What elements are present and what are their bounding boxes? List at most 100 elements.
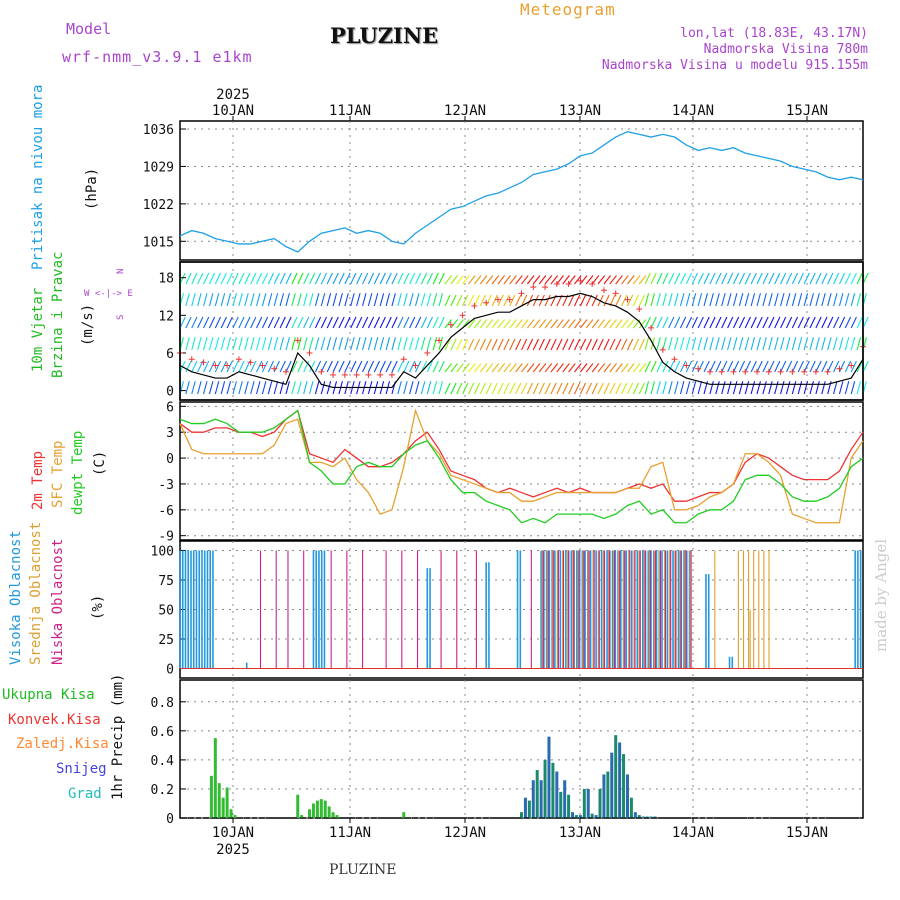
wind-barb <box>521 319 529 329</box>
wind-barb <box>785 293 791 307</box>
precip-bar <box>539 780 543 818</box>
wind-barb <box>627 363 635 373</box>
wind-barb <box>668 360 675 373</box>
y-tick-label: 0.6 <box>151 725 174 740</box>
wind-barb <box>509 275 517 285</box>
wind-barb <box>762 337 767 351</box>
legend-snow: Snijeg <box>56 761 107 777</box>
wind-barb <box>179 316 186 329</box>
wind-barb <box>697 360 704 373</box>
wind-barb <box>656 381 661 395</box>
wind-barb <box>297 337 302 351</box>
wind-barb <box>750 293 756 307</box>
sfc-temp-line <box>179 408 864 524</box>
wind-barb <box>844 272 852 285</box>
wind-barb <box>838 360 846 373</box>
wind-barb <box>468 275 476 285</box>
wind-barb <box>409 337 414 351</box>
wind-barb <box>732 360 740 373</box>
wind-barb <box>385 360 392 373</box>
wind-barb <box>526 294 534 307</box>
wind-barb <box>815 272 822 285</box>
wind-barb <box>326 293 332 307</box>
wind-barb <box>738 337 744 351</box>
wind-barb <box>297 360 304 373</box>
wind-barb <box>797 337 803 351</box>
wind-barb <box>791 293 797 307</box>
wind-barb <box>462 338 469 351</box>
wind-barb <box>491 294 498 307</box>
wind-barb <box>426 360 434 373</box>
y-tick-label: 100 <box>151 544 174 559</box>
wind-barb <box>597 275 606 285</box>
wind-barb <box>220 381 226 395</box>
wind-barb <box>656 293 661 307</box>
wind-barb <box>332 272 339 285</box>
wind-barb <box>521 338 528 351</box>
x-bottom-year: 2025 <box>216 842 250 858</box>
wind-barb <box>632 382 640 395</box>
precip-bar <box>209 775 213 818</box>
wind-barb <box>220 360 227 373</box>
x-bottom-label: 12JAN <box>444 825 486 841</box>
wind-barb <box>691 360 698 373</box>
wind-barb <box>456 319 464 329</box>
wind-barb <box>344 293 349 307</box>
wind-barb <box>309 360 316 373</box>
wind-barb <box>203 272 210 285</box>
wind-barb <box>715 293 720 307</box>
wind-barb <box>197 272 204 285</box>
wind-barb <box>585 294 592 307</box>
wind-barb <box>538 363 547 373</box>
wind-barb <box>585 319 594 329</box>
wind-barb <box>568 382 575 395</box>
wind-barb <box>450 294 457 307</box>
wind-barb <box>397 381 402 395</box>
wind-barb <box>844 293 850 307</box>
wind-barb <box>780 360 787 373</box>
wind-barb <box>750 337 756 351</box>
wind-speed-line <box>179 292 864 389</box>
wind-barb <box>797 381 803 395</box>
wind-barb <box>491 363 500 373</box>
wind-barb <box>297 293 302 307</box>
precip-bar <box>233 815 237 818</box>
wind-barb <box>515 338 522 351</box>
wind-barb <box>203 316 210 329</box>
wind-barb <box>644 272 651 285</box>
wind-barb <box>473 294 481 307</box>
wind-barb <box>603 294 610 307</box>
wind-barb <box>479 319 488 329</box>
wind-barb <box>838 272 846 285</box>
wind-barb <box>856 381 862 395</box>
wind-barb <box>226 381 232 395</box>
wind-barb <box>862 316 869 329</box>
wind-barb <box>532 338 539 351</box>
wind-barb <box>556 275 564 285</box>
wind-barb <box>303 360 310 373</box>
wind-barb <box>815 360 822 373</box>
precip-bar <box>606 771 610 818</box>
wind-barb <box>650 316 657 329</box>
wind-barb <box>809 337 814 351</box>
wind-barb <box>833 360 840 373</box>
meteogram-label: Meteogram <box>520 0 616 19</box>
precip-bar <box>641 816 645 818</box>
precip-bar <box>547 736 551 818</box>
precip-bar <box>225 787 229 818</box>
wind-barb <box>756 293 761 307</box>
x-top-label: 14JAN <box>672 103 714 119</box>
wind-barb <box>303 381 308 395</box>
wind-barb <box>426 337 432 351</box>
wind-barb <box>803 337 809 351</box>
wind-barb <box>238 293 243 307</box>
wind-barb <box>574 275 582 285</box>
wind-barb <box>674 293 679 307</box>
wind-barb <box>762 381 767 395</box>
wind-barb <box>462 363 470 373</box>
legend-total-rain: Ukupna Kisa <box>2 687 95 703</box>
wind-barb <box>774 293 779 307</box>
wind-barb <box>856 316 863 329</box>
precip-bar <box>633 812 637 818</box>
wind-barb <box>762 293 767 307</box>
